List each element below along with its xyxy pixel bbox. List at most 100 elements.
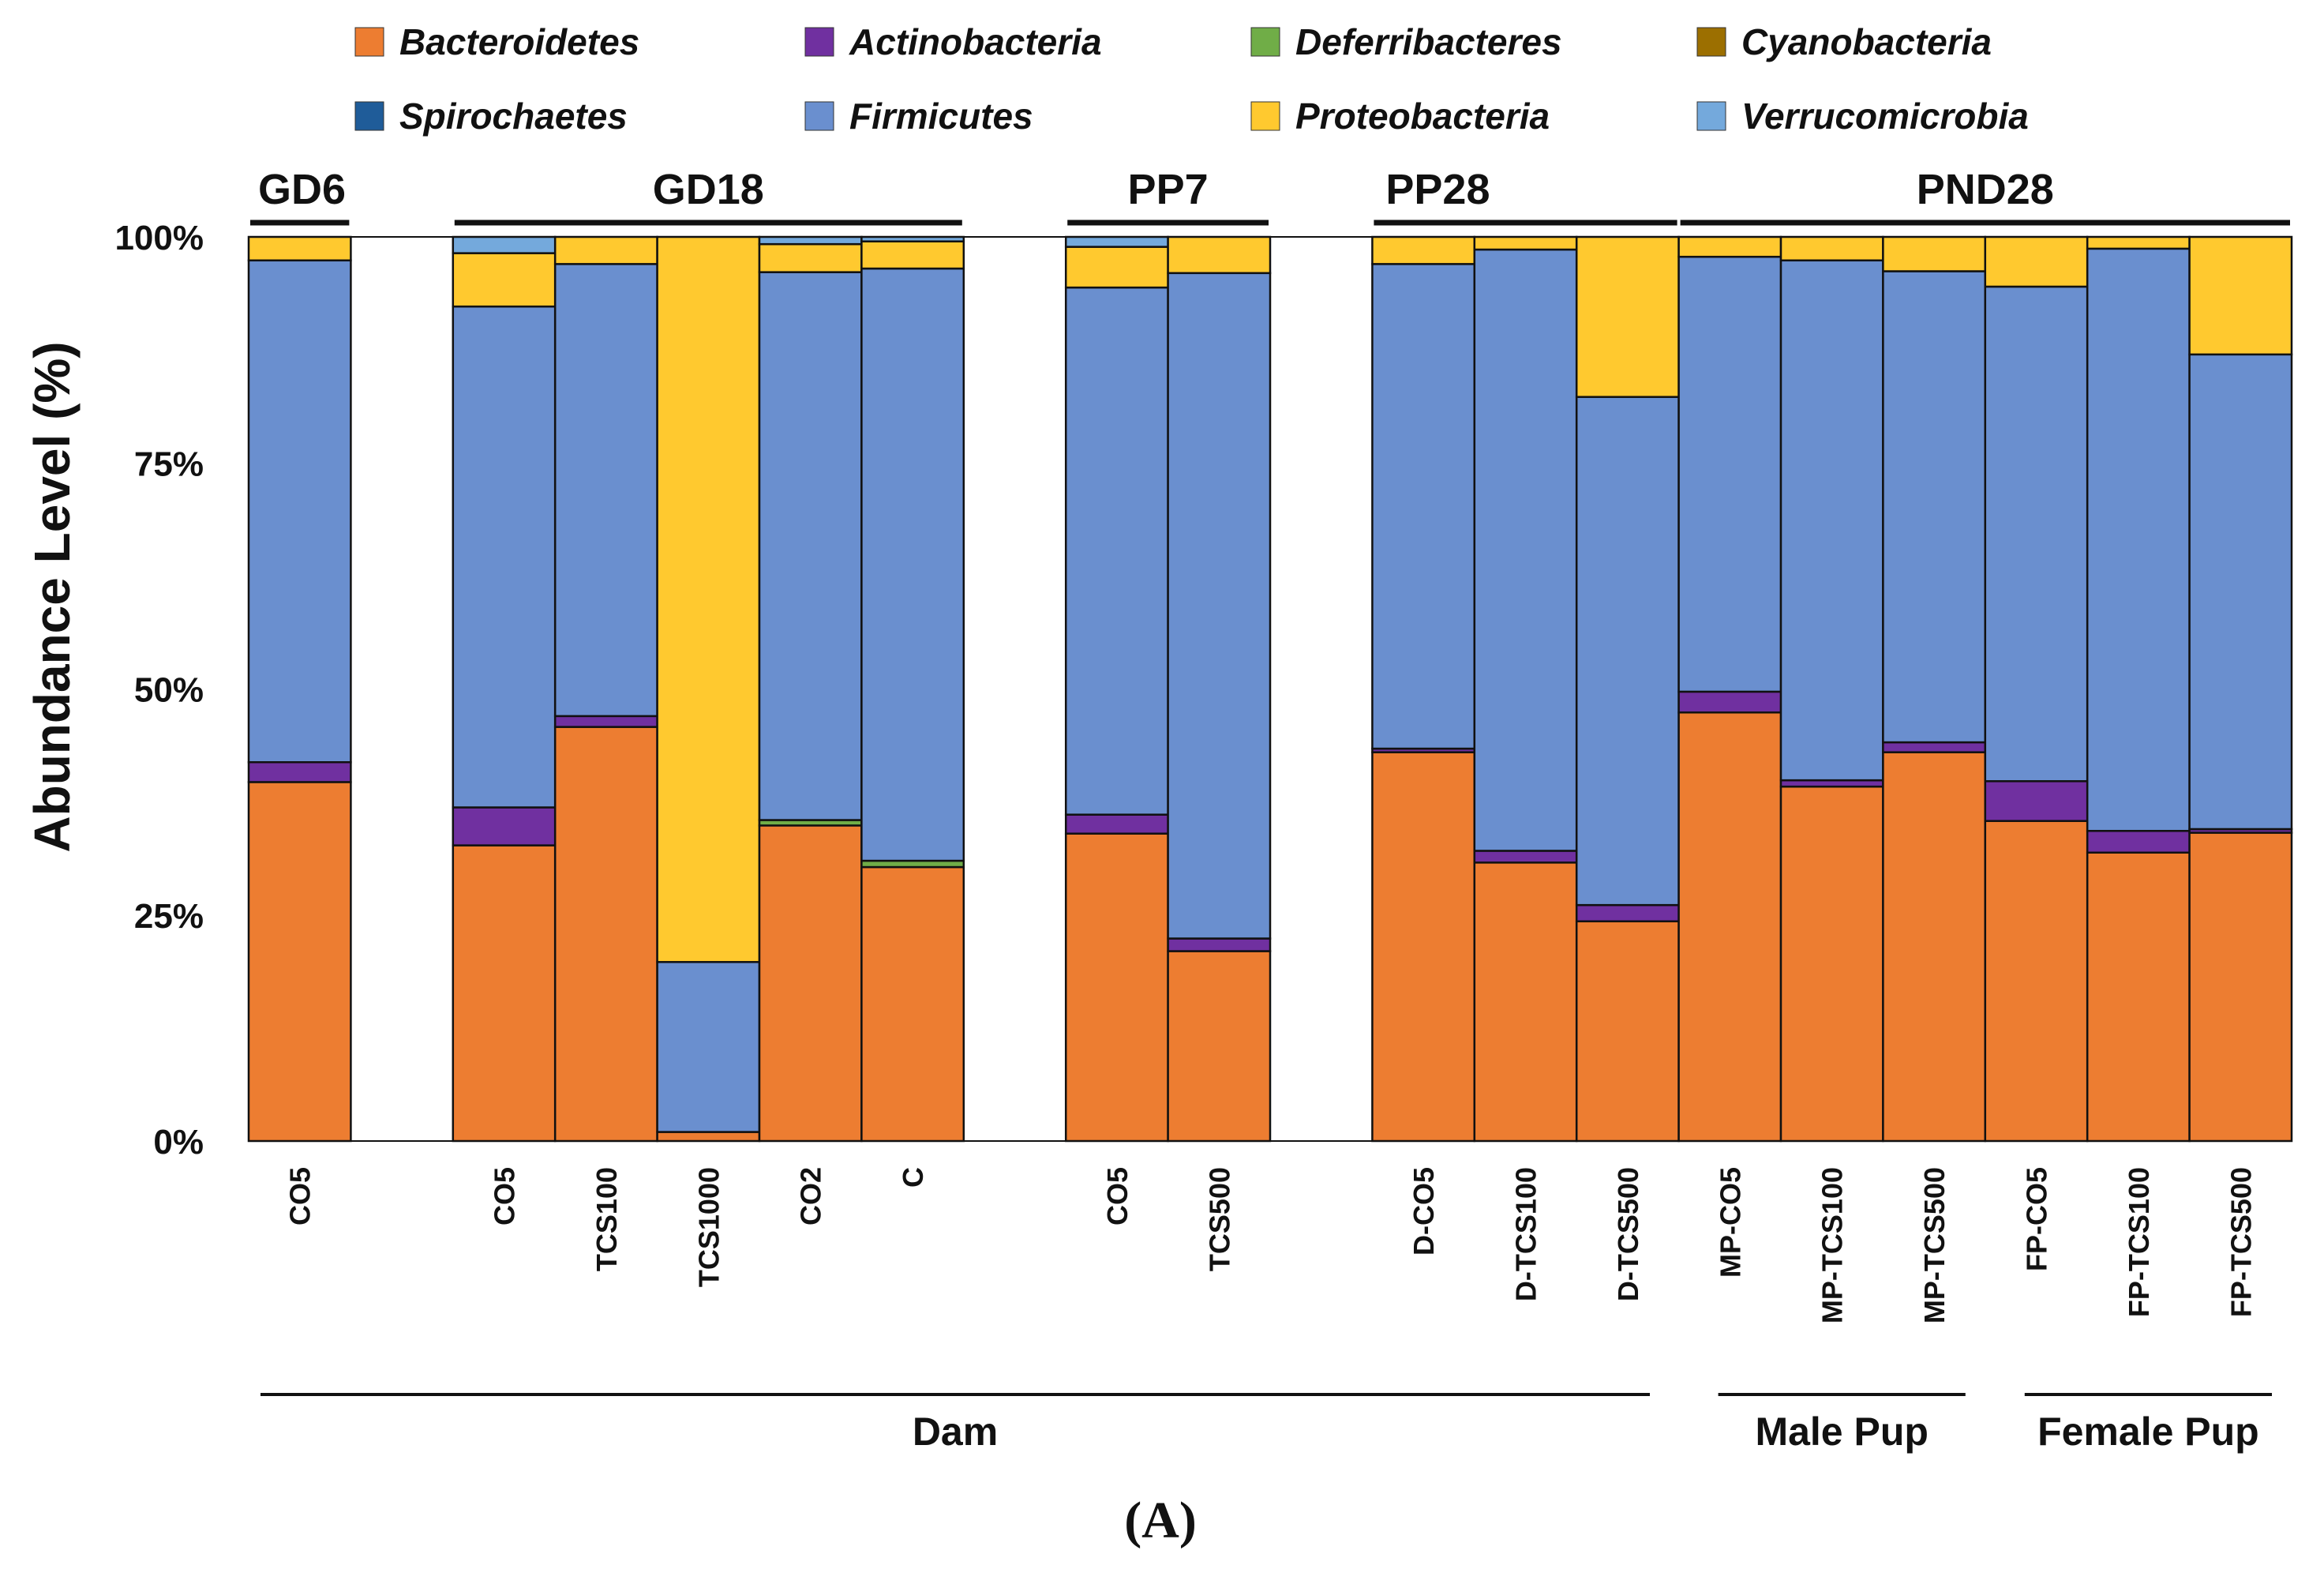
bar-segment-co5-0-actinobacteria xyxy=(247,760,352,783)
bar-segment-mp-tcs500-16-actinobacteria xyxy=(1882,741,1987,753)
group-headers: GD6 GD18 PP7 PP28 PND28 xyxy=(250,166,2290,226)
y-tick-25: 25% xyxy=(134,897,204,936)
category-label-tcs500-9: TCS500 xyxy=(1203,1167,1235,1271)
bar-segment-co5-8-proteobacteria xyxy=(1064,246,1169,289)
bar-segment-mp-tcs100-15-bacteroidetes xyxy=(1779,785,1884,1143)
legend-swatch-verrucomicrobia xyxy=(1696,101,1726,131)
bar-segment-d-tcs100-12-firmicutes xyxy=(1473,248,1578,852)
legend-label-firmicutes: Firmicutes xyxy=(849,96,1033,137)
legend-swatch-deferribacteres xyxy=(1250,27,1280,57)
category-label-tcs100-3: TCS100 xyxy=(590,1167,623,1271)
bar-segment-mp-co5-14-firmicutes xyxy=(1677,255,1782,693)
legend-label-actinobacteria: Actinobacteria xyxy=(849,21,1102,62)
legend-swatch-cyanobacteria xyxy=(1696,27,1726,57)
bar-segment-d-tcs100-12-actinobacteria xyxy=(1473,850,1578,864)
legend-label-bacteroidetes: Bacteroidetes xyxy=(399,21,639,62)
bar-segment-mp-tcs500-16-proteobacteria xyxy=(1882,235,1987,272)
bar-segment-fp-co5-17-actinobacteria xyxy=(1984,780,2089,822)
y-axis-title: Abundance Level (%) xyxy=(24,341,81,852)
y-tick-100: 100% xyxy=(114,219,204,257)
y-tick-0: 0% xyxy=(153,1123,204,1162)
category-label-co5-2: CO5 xyxy=(489,1167,521,1226)
legend-label-cyanobacteria: Cyanobacteria xyxy=(1741,21,1992,62)
bar-segment-c-6-bacteroidetes xyxy=(860,865,965,1143)
legend-label-proteobacteria: Proteobacteria xyxy=(1295,96,1550,137)
category-label-fp-tcs500-19: FP-TCS500 xyxy=(2225,1167,2257,1317)
bar-segment-co5-8-verrucomicrobia xyxy=(1064,235,1169,248)
category-label-fp-tcs100-18: FP-TCS100 xyxy=(2123,1167,2155,1317)
bar-segment-co2-5-firmicutes xyxy=(758,271,863,821)
bar-segment-fp-co5-17-bacteroidetes xyxy=(1984,820,2089,1143)
bar-segment-fp-tcs100-18-bacteroidetes xyxy=(2086,851,2191,1143)
bar-segment-fp-tcs100-18-proteobacteria xyxy=(2086,235,2191,250)
bar-segment-c-6-verrucomicrobia xyxy=(860,235,965,242)
bar-segment-fp-tcs500-19-firmicutes xyxy=(2188,353,2293,831)
category-labels: CO5 CO5 TCS100 TCS1000 CO2 C CO5 TCS500 D-CO5 D-T… xyxy=(284,1167,2258,1323)
group-label-gd6: GD6 xyxy=(258,166,346,213)
bar-segment-tcs1000-4-proteobacteria xyxy=(656,235,761,963)
bar-segment-co2-5-bacteroidetes xyxy=(758,824,863,1143)
bar-segment-co5-2-verrucomicrobia xyxy=(452,235,557,254)
legend-swatch-firmicutes xyxy=(804,101,834,131)
bar-segment-tcs100-3-actinobacteria xyxy=(553,715,658,728)
section-label-dam: Dam xyxy=(913,1409,998,1454)
category-label-fp-co5-17: FP-CO5 xyxy=(2021,1167,2053,1271)
y-tick-50: 50% xyxy=(134,671,204,710)
bar-segment-tcs100-3-firmicutes xyxy=(553,263,658,718)
bar-segment-co5-2-bacteroidetes xyxy=(452,844,557,1143)
legend-label-verrucomicrobia: Verrucomicrobia xyxy=(1741,96,2029,137)
category-label-mp-co5-14: MP-CO5 xyxy=(1714,1167,1746,1278)
bar-segment-co5-0-firmicutes xyxy=(247,259,352,764)
bar-segment-tcs100-3-proteobacteria xyxy=(553,235,658,265)
bar-segment-c-6-proteobacteria xyxy=(860,240,965,270)
legend-swatch-actinobacteria xyxy=(804,27,834,57)
bar-segment-fp-co5-17-proteobacteria xyxy=(1984,235,2089,288)
legend-swatch-spirochaetes xyxy=(354,101,384,131)
legend-label-deferribacteres: Deferribacteres xyxy=(1295,21,1562,62)
bar-segment-tcs500-9-firmicutes xyxy=(1167,272,1272,940)
legend-label-spirochaetes: Spirochaetes xyxy=(399,96,628,137)
legend-swatch-bacteroidetes xyxy=(354,27,384,57)
bar-segment-co2-5-verrucomicrobia xyxy=(758,235,863,246)
category-label-co5-8: CO5 xyxy=(1101,1167,1134,1226)
bar-segment-d-tcs500-13-firmicutes xyxy=(1575,396,1680,906)
category-label-d-tcs500-13: D-TCS500 xyxy=(1612,1167,1644,1301)
y-axis-ticks: 0% 25% 50% 75% 100% xyxy=(114,219,204,1162)
bar-segment-fp-tcs500-19-proteobacteria xyxy=(2188,235,2293,356)
bar-segment-mp-co5-14-bacteroidetes xyxy=(1677,711,1782,1143)
category-label-co5-0: CO5 xyxy=(284,1167,317,1226)
bar-segment-fp-tcs100-18-firmicutes xyxy=(2086,247,2191,832)
bar-segment-tcs1000-4-bacteroidetes xyxy=(656,1131,761,1143)
bar-segment-d-co5-11-firmicutes xyxy=(1371,263,1476,750)
category-label-d-tcs100-12: D-TCS100 xyxy=(1510,1167,1542,1301)
bar-segment-tcs500-9-actinobacteria xyxy=(1167,937,1272,952)
bar-segment-mp-tcs500-16-bacteroidetes xyxy=(1882,751,1987,1143)
legend-swatch-proteobacteria xyxy=(1250,101,1280,131)
bar-segment-co5-0-bacteroidetes xyxy=(247,781,352,1143)
bar-segment-co2-5-proteobacteria xyxy=(758,242,863,273)
section-label-male-pup: Male Pup xyxy=(1755,1409,1928,1454)
bar-segment-tcs500-9-bacteroidetes xyxy=(1167,950,1272,1143)
bar-segment-d-tcs100-12-proteobacteria xyxy=(1473,235,1578,251)
y-tick-75: 75% xyxy=(134,445,204,483)
category-label-tcs1000-4: TCS1000 xyxy=(692,1167,725,1287)
group-label-gd18: GD18 xyxy=(653,166,764,213)
bar-segment-co5-2-firmicutes xyxy=(452,305,557,809)
bar-segment-mp-tcs500-16-firmicutes xyxy=(1882,270,1987,744)
bar-segment-co5-8-firmicutes xyxy=(1064,286,1169,816)
bar-segment-co5-0-proteobacteria xyxy=(247,235,352,262)
category-label-co2-5: CO2 xyxy=(795,1167,827,1226)
panel-label: (A) xyxy=(1124,1492,1197,1549)
bar-segment-d-tcs500-13-proteobacteria xyxy=(1575,235,1680,398)
section-labels: Dam Male Pup Female Pup xyxy=(261,1393,2272,1454)
bar-segment-d-co5-11-bacteroidetes xyxy=(1371,751,1476,1143)
bar-segment-tcs1000-4-firmicutes xyxy=(656,961,761,1133)
bar-segment-d-tcs100-12-bacteroidetes xyxy=(1473,861,1578,1143)
bar-segment-d-tcs500-13-bacteroidetes xyxy=(1575,920,1680,1143)
bar-segment-mp-tcs100-15-proteobacteria xyxy=(1779,235,1884,262)
group-label-pnd28: PND28 xyxy=(1917,166,2054,213)
category-label-mp-tcs100-15: MP-TCS100 xyxy=(1816,1167,1849,1323)
bar-segment-mp-tcs100-15-firmicutes xyxy=(1779,259,1884,782)
section-label-female-pup: Female Pup xyxy=(2037,1409,2259,1454)
